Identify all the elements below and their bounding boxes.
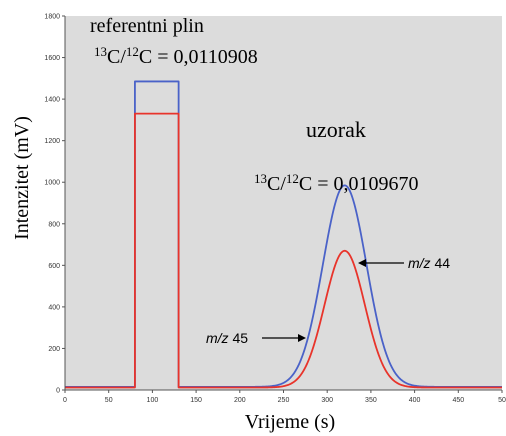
arrow-mz44-head: [358, 259, 366, 267]
y-tick-label: 600: [48, 263, 60, 270]
sample-ratio-c: C/: [267, 173, 286, 195]
x-tick-label: 0: [63, 397, 67, 404]
x-tick-label: 350: [365, 397, 377, 404]
sample-ratio-value: C = 0,0109670: [299, 173, 419, 195]
y-tick-label: 800: [48, 221, 60, 228]
sample-ratio: 13C/12C = 0,0109670: [254, 171, 419, 195]
y-tick-label: 1400: [44, 97, 60, 104]
x-tick-label: 400: [409, 397, 421, 404]
x-tick-label: 50: [105, 397, 113, 404]
annotation-mz44: m/z 44: [358, 255, 450, 271]
label-mz45: m/z 45: [206, 330, 248, 346]
y-tick-label: 0: [56, 388, 60, 395]
y-tick-label: 1200: [44, 138, 60, 145]
y-tick-label: 200: [48, 346, 60, 353]
reference-ratio-c: C/: [107, 46, 126, 68]
y-tick-label: 400: [48, 304, 60, 311]
series-line-mz45: [65, 112, 503, 389]
arrow-mz45-head: [298, 334, 306, 342]
reference-ratio-value: C = 0,0110908: [139, 46, 258, 68]
y-tick-label: 1600: [44, 55, 60, 62]
x-axis-label: Vrijeme (s): [245, 411, 335, 433]
series-layer: [65, 80, 503, 389]
x-tick-label: 300: [321, 397, 333, 404]
x-tick-label: 250: [278, 397, 290, 404]
label-mz45-number: 45: [232, 330, 248, 346]
x-tick-label: 50: [498, 397, 506, 404]
plot-area: [65, 16, 502, 390]
reference-gas-title: referentni plin: [90, 15, 204, 37]
sample-ratio-sup12: 12: [286, 171, 299, 186]
x-tick-label: 150: [190, 397, 202, 404]
sample-ratio-sup13: 13: [254, 171, 267, 186]
reference-ratio-sup13: 13: [94, 44, 107, 59]
label-mz44: m/z 44: [408, 255, 450, 271]
axis-layer: 0 200 400 600 800 1000 1200 1400 1600 1800 0 50 100 1…: [44, 14, 506, 405]
sample-title: uzorak: [306, 117, 366, 142]
reference-ratio: 13C/12C = 0,0110908: [94, 44, 258, 68]
x-tick-label: 450: [452, 397, 464, 404]
label-mz44-number: 44: [434, 255, 450, 271]
y-tick-label: 1000: [44, 180, 60, 187]
reference-ratio-sup12: 12: [126, 44, 139, 59]
annotation-mz45: m/z 45: [206, 330, 306, 346]
y-tick-label: 1800: [44, 14, 60, 21]
label-mz44-italic: m/z: [408, 255, 431, 271]
x-tick-label: 200: [234, 397, 246, 404]
label-mz45-italic: m/z: [206, 330, 229, 346]
x-tick-label: 100: [147, 397, 159, 404]
y-axis-label: Intenzitet (mV): [11, 116, 33, 240]
